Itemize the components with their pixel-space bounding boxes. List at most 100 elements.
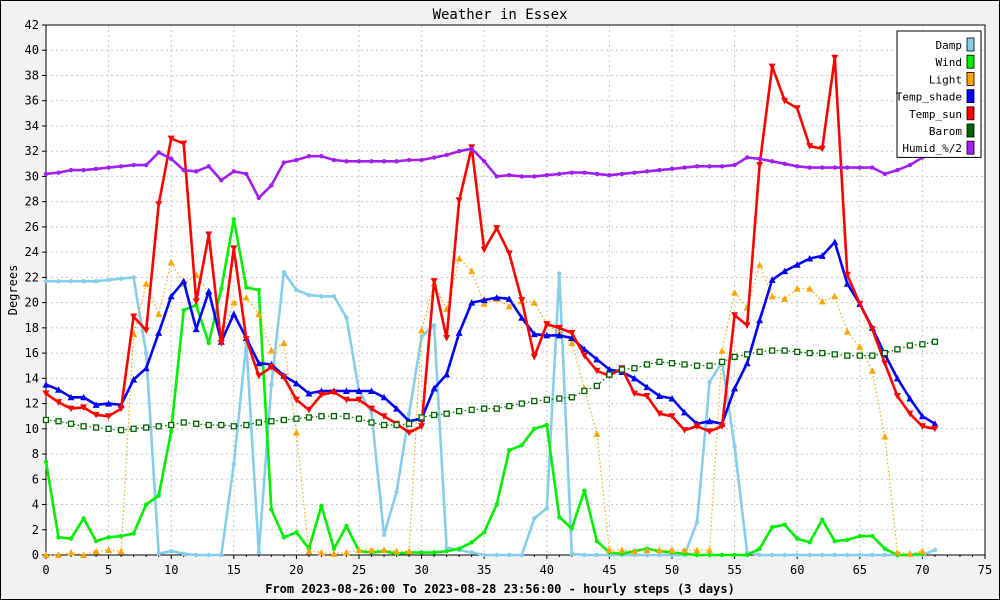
data-point [569, 551, 575, 556]
data-point [419, 550, 424, 555]
data-point [205, 421, 212, 429]
data-point [456, 148, 462, 154]
y-tick-label: 34 [25, 119, 39, 133]
data-point [806, 349, 813, 357]
data-point [294, 530, 299, 535]
data-point [68, 536, 74, 541]
data-point [782, 552, 787, 558]
data-point [142, 280, 150, 287]
legend-swatch [966, 37, 975, 52]
data-point [657, 167, 662, 173]
data-point [819, 349, 826, 357]
data-point [743, 351, 751, 358]
y-tick-label: 0 [32, 548, 39, 562]
data-point [793, 285, 801, 292]
data-point [256, 550, 262, 555]
chart-title: Weather in Essex [433, 7, 568, 23]
data-point [393, 405, 401, 412]
data-point [219, 178, 224, 183]
data-point [582, 170, 587, 175]
x-tick-label: 0 [42, 563, 49, 577]
data-point [342, 396, 350, 404]
data-point [818, 252, 826, 259]
series-temp-sun [42, 54, 939, 437]
data-point [156, 150, 161, 155]
data-point [693, 362, 701, 369]
data-point [55, 551, 63, 558]
data-point [67, 393, 75, 401]
data-point [331, 294, 337, 299]
data-point [443, 334, 451, 342]
data-point [719, 164, 725, 169]
data-point [155, 201, 163, 208]
data-point [418, 414, 425, 421]
data-point [593, 355, 601, 363]
data-point [81, 278, 86, 284]
data-point [593, 382, 601, 390]
data-point [732, 444, 737, 449]
data-point [93, 538, 99, 544]
data-point [618, 546, 626, 553]
data-point [443, 371, 451, 378]
x-tick-label: 15 [227, 563, 241, 577]
data-point [169, 429, 174, 434]
data-point [443, 410, 450, 417]
data-point [580, 352, 588, 360]
data-point [756, 162, 764, 169]
data-point [194, 169, 199, 174]
data-point [568, 394, 575, 401]
y-tick-label: 4 [32, 498, 39, 512]
data-point [380, 421, 388, 429]
data-point [480, 300, 488, 307]
data-point [406, 157, 412, 163]
data-point [444, 152, 449, 158]
data-point [180, 277, 188, 285]
x-tick-label: 30 [414, 563, 428, 577]
data-point [556, 395, 563, 402]
data-point [918, 547, 926, 555]
data-point [292, 429, 300, 436]
data-point [192, 298, 200, 305]
data-point [269, 382, 274, 387]
data-point [507, 172, 512, 178]
data-point [331, 546, 337, 551]
y-tick-label: 40 [25, 43, 39, 57]
data-point [707, 379, 712, 385]
data-point [380, 413, 388, 420]
legend-swatch [966, 106, 975, 121]
data-point [118, 164, 124, 169]
data-point [593, 367, 601, 375]
data-point [406, 411, 412, 416]
data-point [832, 552, 837, 558]
data-point [769, 347, 776, 354]
data-point [782, 522, 787, 527]
data-point [619, 171, 625, 177]
data-point [857, 165, 862, 170]
data-point [844, 352, 851, 359]
data-point [806, 254, 814, 262]
data-point [856, 300, 864, 308]
data-point [869, 352, 876, 359]
data-point [719, 552, 725, 558]
data-point [544, 172, 549, 178]
data-point [644, 552, 650, 558]
data-point [455, 329, 463, 336]
y-tick-label: 28 [25, 195, 39, 209]
data-point [657, 552, 662, 558]
data-point [668, 395, 676, 402]
data-point [481, 405, 488, 412]
data-point [92, 424, 100, 431]
data-point [706, 417, 714, 425]
data-point [781, 347, 788, 354]
legend-swatch [966, 89, 975, 103]
data-point [219, 286, 224, 291]
data-point [194, 552, 199, 558]
data-point [305, 389, 313, 397]
data-point [507, 448, 512, 453]
data-point [594, 171, 600, 177]
data-point [231, 217, 236, 222]
data-point [568, 334, 576, 341]
data-point [706, 362, 713, 369]
data-point [469, 146, 474, 151]
